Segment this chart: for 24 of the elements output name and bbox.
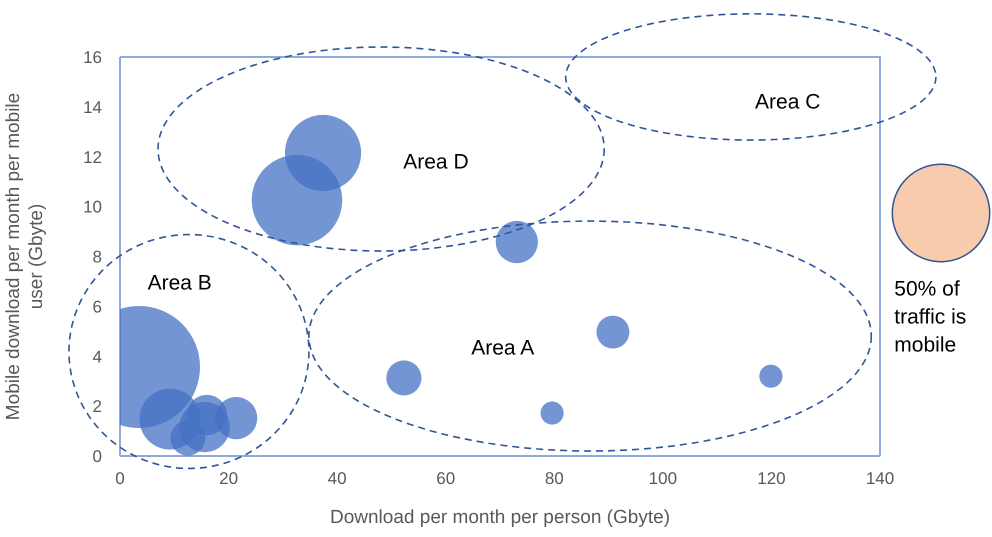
- y-tick-label: 0: [92, 447, 102, 466]
- annotation: Area C: [755, 90, 820, 114]
- y-tick-label: 16: [83, 48, 102, 68]
- x-tick-label: 80: [544, 469, 564, 488]
- annotation: Area B: [148, 271, 212, 294]
- x-tick-label: 120: [757, 469, 786, 488]
- annotation: Area D: [403, 150, 469, 174]
- y-axis-title: Mobile download per month per mobile user (Gbyte): [3, 92, 47, 420]
- y-tick-label: 2: [92, 397, 102, 416]
- x-tick-label: 40: [328, 469, 347, 488]
- x-tick-label: 100: [648, 469, 678, 488]
- y-tick-label: 4: [92, 347, 102, 366]
- y-tick-label: 6: [92, 297, 102, 316]
- y-tick-label: 14: [83, 98, 102, 117]
- y-tick-label: 10: [83, 198, 102, 217]
- annotation: Area A: [471, 336, 534, 360]
- x-tick-label: 0: [115, 469, 125, 488]
- y-tick-label: 8: [92, 248, 102, 267]
- y-tick-label: 12: [83, 148, 102, 167]
- x-tick-label: 60: [436, 469, 456, 488]
- text: 50% of traffic is mobile: [894, 278, 966, 357]
- x-tick-label: 140: [866, 469, 894, 488]
- x-tick-label: 20: [219, 469, 238, 488]
- x-axis-title: Download per month per person (Gbyte): [330, 507, 670, 528]
